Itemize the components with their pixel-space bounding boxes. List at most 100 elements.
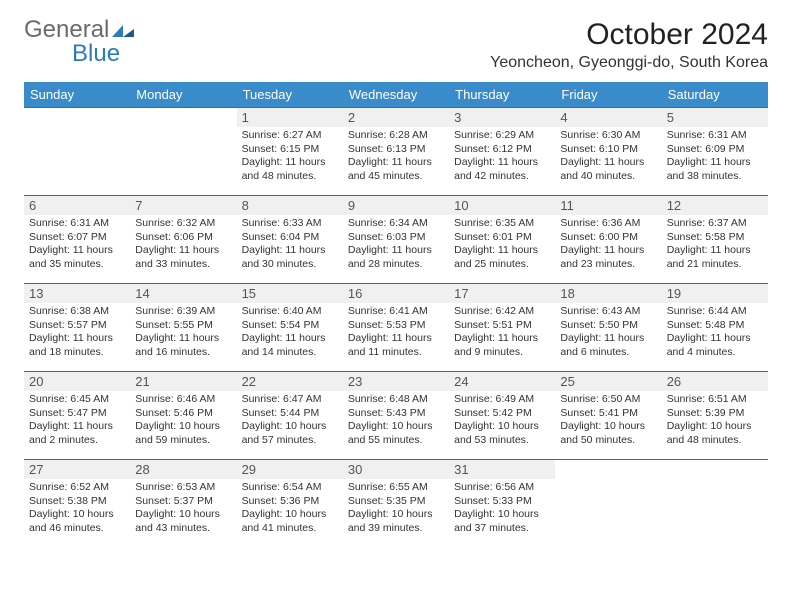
day-cell: 23Sunrise: 6:48 AMSunset: 5:43 PMDayligh… [343,372,449,459]
calendar-body: 1 Sunrise: 6:27 AMSunset: 6:15 PMDaylight… [24,108,768,548]
day-cell: 12Sunrise: 6:37 AMSunset: 5:58 PMDayligh… [662,196,768,283]
header: GeneralBlue October 2024 Yeoncheon, Gyeo… [24,18,768,72]
day-number: 12 [662,196,768,215]
daylight-line: Daylight: 10 hours and 48 minutes. [667,420,763,447]
day-info: Sunrise: 6:33 AMSunset: 6:04 PMDaylight:… [242,217,338,272]
day-info: Sunrise: 6:30 AMSunset: 6:10 PMDaylight:… [560,129,656,184]
calendar-cell: 30Sunrise: 6:55 AMSunset: 5:35 PMDayligh… [343,460,449,548]
day-cell: 19Sunrise: 6:44 AMSunset: 5:48 PMDayligh… [662,284,768,371]
sunset-line: Sunset: 6:01 PM [454,231,550,245]
day-cell: 4Sunrise: 6:30 AMSunset: 6:10 PMDaylight… [555,108,661,195]
day-number: 20 [24,372,130,391]
day-number: 3 [449,108,555,127]
daylight-line: Daylight: 11 hours and 35 minutes. [29,244,125,271]
calendar-cell: 26 Sunrise: 6:51 AMSunset: 5:39 PMDayligh… [662,372,768,460]
logo: GeneralBlue [24,18,134,66]
sunrise-line: Sunrise: 6:27 AM [242,129,338,143]
day-cell: 29Sunrise: 6:54 AMSunset: 5:36 PMDayligh… [237,460,343,548]
day-info: Sunrise: 6:31 AMSunset: 6:07 PMDaylight:… [29,217,125,272]
day-info: Sunrise: 6:42 AMSunset: 5:51 PMDaylight:… [454,305,550,360]
day-info: Sunrise: 6:40 AMSunset: 5:54 PMDaylight:… [242,305,338,360]
sunrise-line: Sunrise: 6:45 AM [29,393,125,407]
sunset-line: Sunset: 5:55 PM [135,319,231,333]
day-info: Sunrise: 6:55 AMSunset: 5:35 PMDaylight:… [348,481,444,536]
weekday-header: Monday [130,82,236,108]
sunrise-line: Sunrise: 6:52 AM [29,481,125,495]
sunset-line: Sunset: 5:41 PM [560,407,656,421]
sunset-line: Sunset: 5:43 PM [348,407,444,421]
calendar-cell: 1 Sunrise: 6:27 AMSunset: 6:15 PMDaylight… [237,108,343,196]
day-info: Sunrise: 6:41 AMSunset: 5:53 PMDaylight:… [348,305,444,360]
sunset-line: Sunset: 5:44 PM [242,407,338,421]
calendar-cell: 17Sunrise: 6:42 AMSunset: 5:51 PMDayligh… [449,284,555,372]
sunset-line: Sunset: 5:53 PM [348,319,444,333]
sunset-line: Sunset: 6:12 PM [454,143,550,157]
sunset-line: Sunset: 5:33 PM [454,495,550,509]
title-block: October 2024 Yeoncheon, Gyeonggi-do, Sou… [490,18,768,72]
calendar-week-row: 20 Sunrise: 6:45 AMSunset: 5:47 PM Dayligh… [24,372,768,460]
day-info: Sunrise: 6:27 AMSunset: 6:15 PMDaylight:… [242,129,338,184]
location: Yeoncheon, Gyeonggi-do, South Korea [490,54,768,72]
daylight-line: Daylight: 11 hours and 42 minutes. [454,156,550,183]
calendar-cell: 12Sunrise: 6:37 AMSunset: 5:58 PMDayligh… [662,196,768,284]
daylight-line: Daylight: 10 hours and 39 minutes. [348,508,444,535]
weekday-header: Sunday [24,82,130,108]
day-number: 16 [343,284,449,303]
day-info: Sunrise: 6:35 AMSunset: 6:01 PMDaylight:… [454,217,550,272]
sunset-line: Sunset: 6:07 PM [29,231,125,245]
day-info: Sunrise: 6:52 AMSunset: 5:38 PMDaylight:… [29,481,125,536]
sunrise-line: Sunrise: 6:37 AM [667,217,763,231]
sunset-line: Sunset: 5:57 PM [29,319,125,333]
day-cell: 21Sunrise: 6:46 AMSunset: 5:46 PMDayligh… [130,372,236,459]
sunrise-line: Sunrise: 6:28 AM [348,129,444,143]
day-cell: 26 Sunrise: 6:51 AMSunset: 5:39 PMDayligh… [662,372,768,459]
sunrise-line: Sunrise: 6:46 AM [135,393,231,407]
sunrise-line: Sunrise: 6:47 AM [242,393,338,407]
day-cell: 2Sunrise: 6:28 AMSunset: 6:13 PMDaylight… [343,108,449,195]
day-number: 22 [237,372,343,391]
day-cell: 20Sunrise: 6:45 AMSunset: 5:47 PMDayligh… [24,372,130,459]
sunrise-line: Sunrise: 6:51 AM [667,393,763,407]
sunset-line: Sunset: 5:39 PM [667,407,763,421]
daylight-line: Daylight: 10 hours and 55 minutes. [348,420,444,447]
sunrise-line: Sunrise: 6:32 AM [135,217,231,231]
daylight-line: Daylight: 10 hours and 53 minutes. [454,420,550,447]
day-number: 11 [555,196,661,215]
daylight-line: Daylight: 11 hours and 4 minutes. [667,332,763,359]
calendar-cell: 2Sunrise: 6:28 AMSunset: 6:13 PMDaylight… [343,108,449,196]
sunrise-line: Sunrise: 6:48 AM [348,393,444,407]
day-cell [662,460,768,548]
day-info: Sunrise: 6:48 AMSunset: 5:43 PMDaylight:… [348,393,444,448]
daylight-line: Daylight: 11 hours and 14 minutes. [242,332,338,359]
daylight-line: Daylight: 11 hours and 11 minutes. [348,332,444,359]
day-info: Sunrise: 6:36 AMSunset: 6:00 PMDaylight:… [560,217,656,272]
sunrise-line: Sunrise: 6:40 AM [242,305,338,319]
day-info: Sunrise: 6:50 AMSunset: 5:41 PMDaylight:… [560,393,656,448]
day-number: 28 [130,460,236,479]
sunset-line: Sunset: 5:47 PM [29,407,125,421]
day-number: 18 [555,284,661,303]
day-number: 1 [237,108,343,127]
day-cell: 6Sunrise: 6:31 AMSunset: 6:07 PMDaylight… [24,196,130,283]
day-cell: 8Sunrise: 6:33 AMSunset: 6:04 PMDaylight… [237,196,343,283]
day-cell: 7Sunrise: 6:32 AMSunset: 6:06 PMDaylight… [130,196,236,283]
sunset-line: Sunset: 6:09 PM [667,143,763,157]
sunrise-line: Sunrise: 6:39 AM [135,305,231,319]
logo-text-2: Blue [72,42,134,66]
day-cell: 17Sunrise: 6:42 AMSunset: 5:51 PMDayligh… [449,284,555,371]
weekday-header-row: SundayMondayTuesdayWednesdayThursdayFrid… [24,82,768,108]
calendar-cell: 25Sunrise: 6:50 AMSunset: 5:41 PMDayligh… [555,372,661,460]
daylight-line: Daylight: 10 hours and 37 minutes. [454,508,550,535]
calendar-table: SundayMondayTuesdayWednesdayThursdayFrid… [24,82,768,548]
day-info: Sunrise: 6:47 AMSunset: 5:44 PMDaylight:… [242,393,338,448]
sunrise-line: Sunrise: 6:33 AM [242,217,338,231]
daylight-line: Daylight: 11 hours and 18 minutes. [29,332,125,359]
day-cell [555,460,661,548]
calendar-cell: 13Sunrise: 6:38 AMSunset: 5:57 PMDayligh… [24,284,130,372]
calendar-cell: 22 Sunrise: 6:47 AMSunset: 5:44 PMDayligh… [237,372,343,460]
daylight-line: Daylight: 11 hours and 40 minutes. [560,156,656,183]
day-number: 9 [343,196,449,215]
day-number: 27 [24,460,130,479]
sunrise-line: Sunrise: 6:50 AM [560,393,656,407]
day-number: 26 [662,372,768,391]
